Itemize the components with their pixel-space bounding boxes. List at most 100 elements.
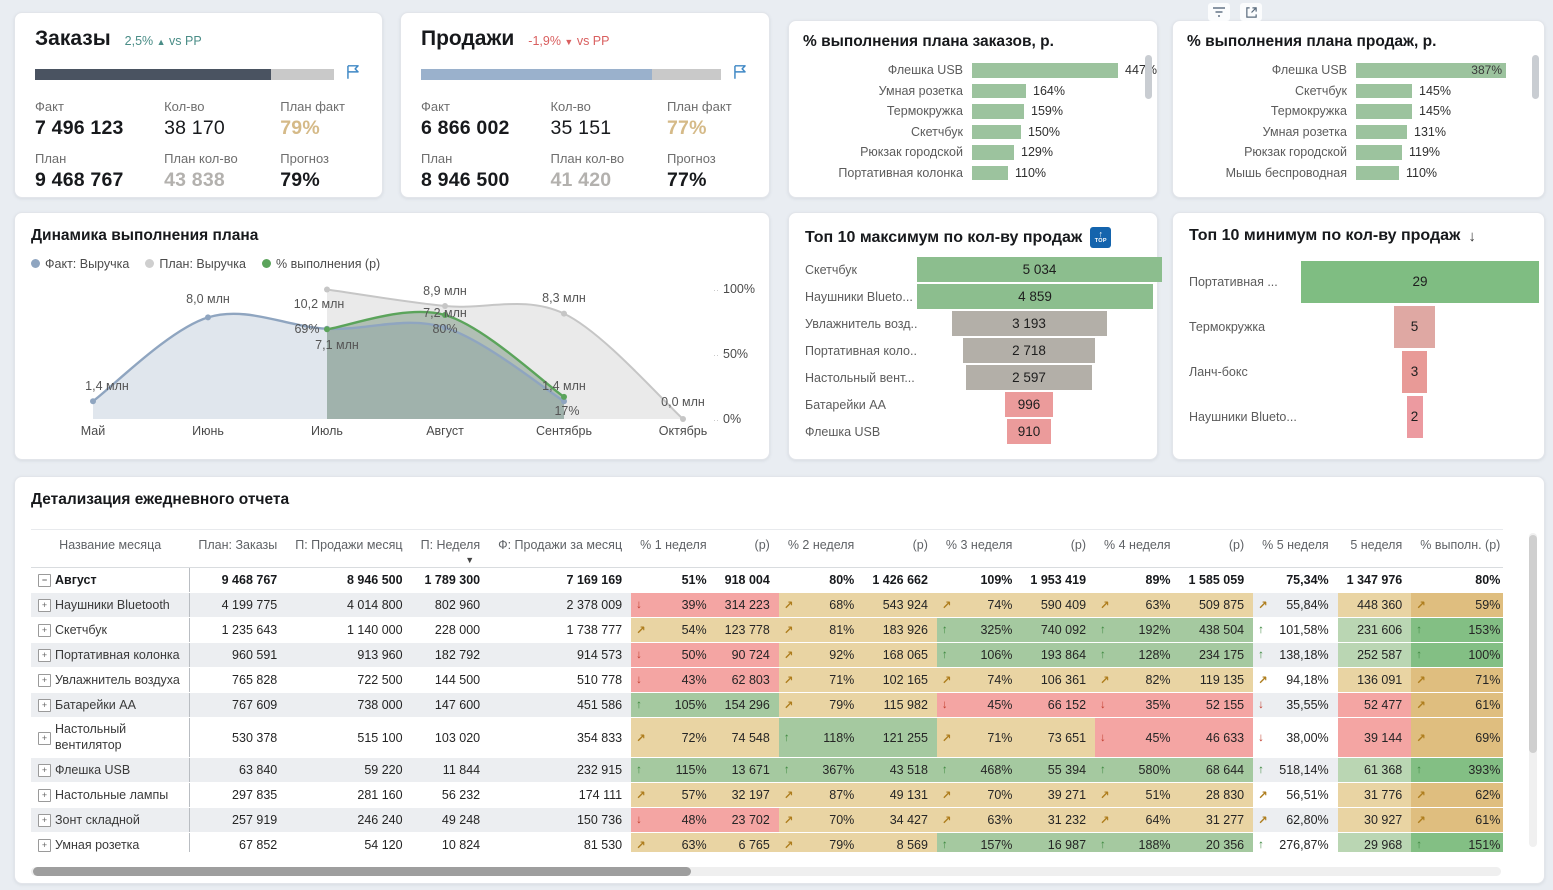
table-row[interactable]: + Умная розетка 67 852 54 120 10 824 81 530 ↗ 6…	[31, 832, 1503, 852]
filter-icon[interactable]	[1208, 3, 1230, 21]
value-bar[interactable]: 387%	[1356, 63, 1506, 78]
scrollbar-thumb[interactable]	[1145, 55, 1152, 99]
expand-row-button[interactable]: +	[38, 731, 51, 745]
vertical-scrollbar[interactable]	[1529, 533, 1537, 847]
value-bar[interactable]: 3	[1402, 350, 1427, 393]
value-bar[interactable]: 910	[1007, 419, 1051, 444]
category-label: Портативная колонка	[838, 165, 963, 180]
value-bar[interactable]	[972, 124, 1021, 139]
column-header[interactable]: План: Заказы	[189, 530, 287, 568]
value-bar[interactable]: 5 034	[917, 257, 1162, 282]
scrollbar-thumb[interactable]	[1532, 55, 1539, 99]
focus-mode-icon[interactable]	[1240, 3, 1262, 21]
table-row[interactable]: + Увлажнитель воздуха 765 828 722 500 144 50…	[31, 667, 1503, 693]
column-header[interactable]: % 4 неделя	[1095, 530, 1180, 568]
scrollbar-thumb[interactable]	[33, 867, 691, 876]
y-axis-label: 0%	[723, 412, 741, 426]
expand-row-button[interactable]: +	[38, 699, 51, 713]
table-row[interactable]: + Зонт складной 257 919 246 240 49 248 150 73…	[31, 807, 1503, 833]
value-bar[interactable]: 2 597	[966, 365, 1092, 390]
column-header[interactable]: Ф: Продажи за месяц	[489, 530, 632, 568]
value-bar[interactable]	[1356, 83, 1412, 98]
data-point[interactable]	[90, 398, 96, 405]
expand-row-button[interactable]: +	[38, 814, 51, 828]
column-header[interactable]: (р)	[1179, 530, 1254, 568]
data-point[interactable]	[561, 398, 567, 405]
value-bar[interactable]	[972, 104, 1024, 119]
table-row[interactable]: + Настольные лампы 297 835 281 160 56 232 174…	[31, 782, 1503, 808]
collapse-row-button[interactable]: −	[38, 574, 51, 588]
data-point[interactable]	[680, 416, 686, 422]
table-row[interactable]: + Портативная колонка 960 591 913 960 182 79…	[31, 642, 1503, 668]
expand-row-button[interactable]: +	[38, 764, 51, 778]
table-row[interactable]: + Флешка USB 63 840 59 220 11 844 232 915 ↑ 115…	[31, 757, 1503, 783]
value-bar[interactable]	[1356, 165, 1399, 180]
value-bar[interactable]: 4 859	[917, 284, 1153, 309]
diag-arrow-icon: ↗	[1416, 815, 1426, 827]
value-bar[interactable]	[1356, 145, 1402, 160]
table-row[interactable]: + Наушники Bluetooth 4 199 775 4 014 800 802…	[31, 592, 1503, 618]
value-bar[interactable]	[972, 83, 1026, 98]
horizontal-scrollbar[interactable]	[31, 867, 1501, 876]
category-label: Мышь беспроводная	[1225, 165, 1347, 180]
column-header[interactable]: Название месяца	[31, 530, 190, 568]
column-header[interactable]: 5 неделя	[1337, 530, 1412, 568]
plan-line[interactable]	[326, 288, 684, 420]
data-point[interactable]	[561, 393, 567, 400]
column-header[interactable]: П: Продажи месяц	[286, 530, 412, 568]
data-point[interactable]	[561, 310, 567, 317]
data-point[interactable]	[442, 303, 448, 309]
value-bar[interactable]: 29	[1301, 260, 1539, 303]
top-n-filter-icon[interactable]: ↑ TOP	[1090, 227, 1112, 248]
value-bar[interactable]: 3 193	[951, 311, 1107, 336]
value-bar[interactable]: 2 718	[963, 338, 1095, 363]
expand-row-button[interactable]: +	[38, 839, 51, 852]
expand-row-button[interactable]: +	[38, 649, 51, 663]
value-bar[interactable]	[972, 63, 1118, 78]
data-point[interactable]	[324, 326, 330, 333]
data-point[interactable]	[324, 286, 330, 293]
expand-row-button[interactable]: +	[38, 624, 51, 638]
scrollbar-thumb[interactable]	[1529, 535, 1537, 753]
table-row[interactable]: + Батарейки АА 767 609 738 000 147 600 451 58…	[31, 692, 1503, 718]
value-bar[interactable]	[972, 165, 1008, 180]
legend-item[interactable]: Факт: Выручка	[31, 257, 129, 271]
column-header[interactable]: % 1 неделя	[631, 530, 716, 568]
table-row[interactable]: − Август 9 468 767 8 946 500 1 789 300 7 169 …	[31, 567, 1503, 593]
table-row[interactable]: + Скетчбук 1 235 643 1 140 000 228 000 1 738 …	[31, 617, 1503, 643]
table-cell: +	[31, 617, 51, 643]
table-cell: 147 600	[411, 692, 490, 718]
bar-row: Рюкзак городской 119%	[1187, 142, 1530, 163]
column-header[interactable]: (р)	[1021, 530, 1096, 568]
value-bar[interactable]	[1356, 104, 1412, 119]
value-bar[interactable]: 5	[1394, 305, 1435, 348]
diag-arrow-icon: ↗	[783, 600, 794, 612]
expand-row-button[interactable]: +	[38, 599, 51, 613]
metric-label: План кол-во	[550, 151, 625, 166]
table-row[interactable]: + Настольный вентилятор 530 378 515 100 103 …	[31, 717, 1503, 758]
value-bar[interactable]	[972, 145, 1014, 160]
table-cell: ↑ 115%	[631, 757, 716, 783]
expand-row-button[interactable]: +	[38, 674, 51, 688]
data-point[interactable]	[442, 312, 448, 318]
value-bar[interactable]: 996	[1005, 392, 1053, 417]
data-label: 119%	[1409, 145, 1441, 160]
value-bar[interactable]	[1356, 124, 1407, 139]
legend-item[interactable]: План: Выручка	[145, 257, 246, 271]
column-header[interactable]: (р)	[863, 530, 937, 568]
table-cell: ↗ 74%	[936, 667, 1022, 693]
table-cell: 1 426 662	[863, 567, 937, 593]
column-header[interactable]: % 3 неделя	[936, 530, 1022, 568]
sort-descending-icon[interactable]: ↓	[1468, 227, 1476, 245]
column-header[interactable]: П: Неделя ▼	[411, 530, 490, 568]
column-header[interactable]: % 2 неделя	[778, 530, 864, 568]
column-header[interactable]: (р)	[715, 530, 779, 568]
data-point[interactable]	[205, 314, 211, 321]
value-bar[interactable]: 2	[1406, 395, 1423, 438]
expand-row-button[interactable]: +	[38, 789, 51, 803]
data-point[interactable]	[442, 324, 448, 331]
legend-item[interactable]: % выполнения (р)	[262, 257, 380, 271]
table-cell: ↑ 188%	[1095, 832, 1180, 852]
column-header[interactable]: % выполн. (р)	[1411, 530, 1503, 568]
column-header[interactable]: % 5 неделя	[1253, 530, 1338, 568]
